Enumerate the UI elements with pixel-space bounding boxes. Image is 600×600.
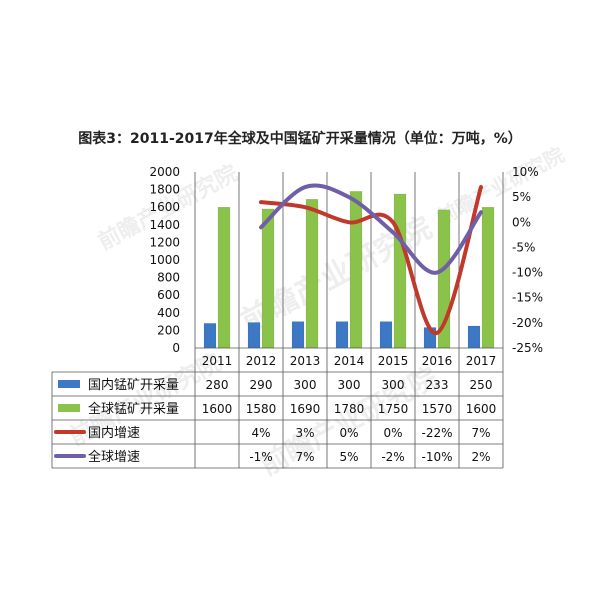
y-right-tick-label: 10%: [512, 165, 539, 179]
data-label: 1570: [422, 402, 453, 416]
data-label: 0%: [383, 426, 402, 440]
data-label: 7%: [295, 450, 314, 464]
y-right-tick-label: 5%: [512, 190, 531, 204]
y-left-tick-label: 1200: [149, 235, 180, 249]
data-label: 233: [426, 378, 449, 392]
y-left-tick-label: 400: [157, 306, 180, 320]
data-label: 1750: [378, 402, 409, 416]
legend-key: [58, 380, 80, 388]
data-label: 5%: [339, 450, 358, 464]
data-label: 1690: [290, 402, 321, 416]
data-label: 4%: [251, 426, 270, 440]
y-left-tick-label: 800: [157, 271, 180, 285]
legend-label: 全球锰矿开采量: [88, 401, 179, 417]
x-tick-label: 2014: [334, 354, 365, 368]
series-line: [259, 185, 483, 335]
data-label: 290: [250, 378, 273, 392]
data-label: 300: [338, 378, 361, 392]
bar: [217, 206, 231, 349]
legend-label: 全球增速: [88, 449, 140, 465]
y-left-tick-label: 0: [172, 341, 180, 355]
x-tick-label: 2015: [378, 354, 409, 368]
legend-key: [58, 404, 80, 412]
y-left-tick-label: 1800: [149, 183, 180, 197]
bar: [203, 323, 217, 349]
data-label: 300: [294, 378, 317, 392]
data-label: -22%: [421, 426, 452, 440]
bar: [305, 199, 319, 349]
data-label: -10%: [421, 450, 452, 464]
y-right-tick-label: -15%: [512, 291, 543, 305]
data-label: 2%: [471, 450, 490, 464]
bar: [261, 208, 275, 349]
y-left-tick-label: 200: [157, 323, 180, 337]
bar: [379, 321, 393, 349]
y-left-tick-label: 1400: [149, 218, 180, 232]
y-left-tick-label: 1000: [149, 253, 180, 267]
y-left-tick-label: 600: [157, 288, 180, 302]
data-label: 280: [206, 378, 229, 392]
data-label: 300: [382, 378, 405, 392]
data-label: 0%: [339, 426, 358, 440]
data-label: -1%: [249, 450, 272, 464]
data-label: 1580: [246, 402, 277, 416]
bar: [481, 206, 495, 349]
data-label: 7%: [471, 426, 490, 440]
bar: [467, 325, 481, 349]
y-right-tick-label: 0%: [512, 215, 531, 229]
legend-label: 国内锰矿开采量: [88, 377, 179, 393]
y-left-tick-label: 1600: [149, 200, 180, 214]
x-tick-label: 2017: [466, 354, 497, 368]
data-label: 250: [470, 378, 493, 392]
x-tick-label: 2011: [202, 354, 233, 368]
data-label: -2%: [381, 450, 404, 464]
y-left-tick-label: 2000: [149, 165, 180, 179]
bar: [349, 191, 363, 349]
y-right-tick-label: -5%: [512, 240, 535, 254]
bar: [247, 322, 261, 349]
bar: [291, 321, 305, 349]
data-label: 1600: [466, 402, 497, 416]
x-tick-label: 2012: [246, 354, 277, 368]
y-right-tick-label: -25%: [512, 341, 543, 355]
x-tick-label: 2013: [290, 354, 321, 368]
data-label: 3%: [295, 426, 314, 440]
series-line: [259, 183, 483, 275]
legend-label: 国内增速: [88, 425, 140, 441]
bar: [335, 321, 349, 349]
bar: [393, 193, 407, 349]
y-right-tick-label: -10%: [512, 266, 543, 280]
data-label: 1600: [202, 402, 233, 416]
x-tick-label: 2016: [422, 354, 453, 368]
chart-title: 图表3：2011-2017年全球及中国锰矿开采量情况（单位：万吨，%）: [78, 131, 522, 147]
data-label: 1780: [334, 402, 365, 416]
y-right-tick-label: -20%: [512, 316, 543, 330]
